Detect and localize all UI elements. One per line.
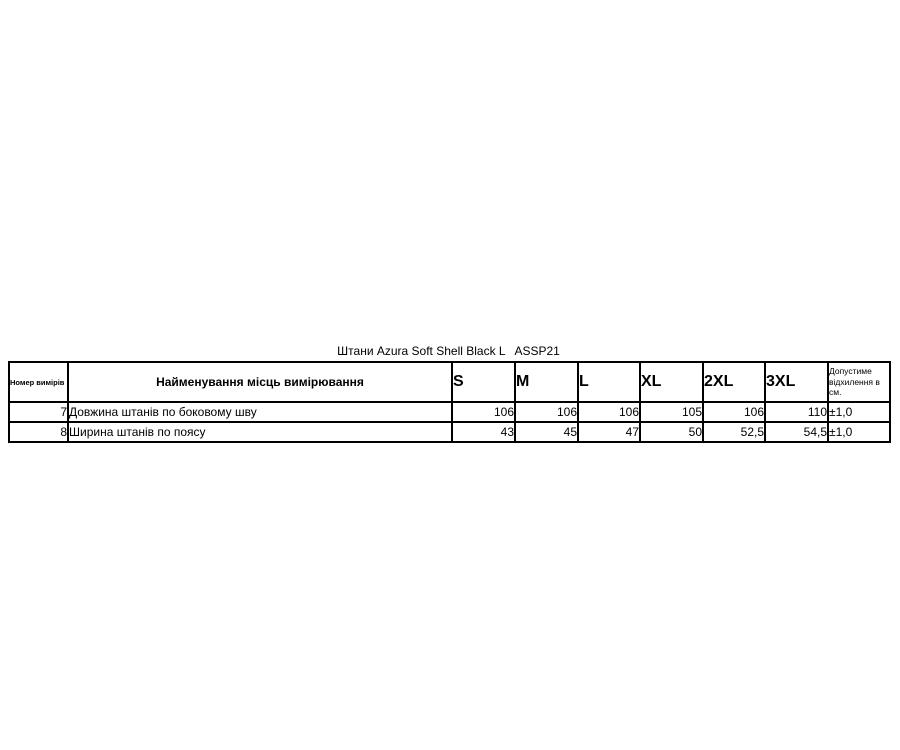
header-tolerance: Допустиме відхилення в см. (827, 361, 891, 403)
header-size-m: M (514, 361, 579, 403)
header-size-2xl: 2XL (702, 361, 766, 403)
value-s: 106 (451, 401, 516, 423)
value-l: 106 (577, 401, 641, 423)
header-measurement-name: Найменування місць вимірювання (67, 361, 453, 403)
header-measurement-number: Номер вимірів (8, 361, 69, 403)
value-2xl: 52,5 (702, 421, 766, 443)
table-row: 7 Довжина штанів по боковому шву 106 106… (8, 401, 891, 423)
row-number: 8 (8, 421, 69, 443)
value-tolerance: ±1,0 (827, 421, 891, 443)
value-m: 106 (514, 401, 579, 423)
header-size-xl: XL (639, 361, 704, 403)
measurement-table: Номер вимірів Найменування місць вимірюв… (8, 361, 891, 443)
value-3xl: 54,5 (764, 421, 829, 443)
value-tolerance: ±1,0 (827, 401, 891, 423)
value-2xl: 106 (702, 401, 766, 423)
header-size-s: S (451, 361, 516, 403)
value-l: 47 (577, 421, 641, 443)
value-xl: 50 (639, 421, 704, 443)
row-measurement-name: Ширина штанів по поясу (67, 421, 453, 443)
row-number: 7 (8, 401, 69, 423)
header-size-3xl: 3XL (764, 361, 829, 403)
header-size-l: L (577, 361, 641, 403)
value-3xl: 110 (764, 401, 829, 423)
value-s: 43 (451, 421, 516, 443)
document-title: Штани Azura Soft Shell Black L ASSP21 (337, 344, 560, 358)
row-measurement-name: Довжина штанів по боковому шву (67, 401, 453, 423)
table-row: 8 Ширина штанів по поясу 43 45 47 50 52,… (8, 421, 891, 443)
table-header-row: Номер вимірів Найменування місць вимірюв… (8, 361, 891, 403)
value-m: 45 (514, 421, 579, 443)
value-xl: 105 (639, 401, 704, 423)
